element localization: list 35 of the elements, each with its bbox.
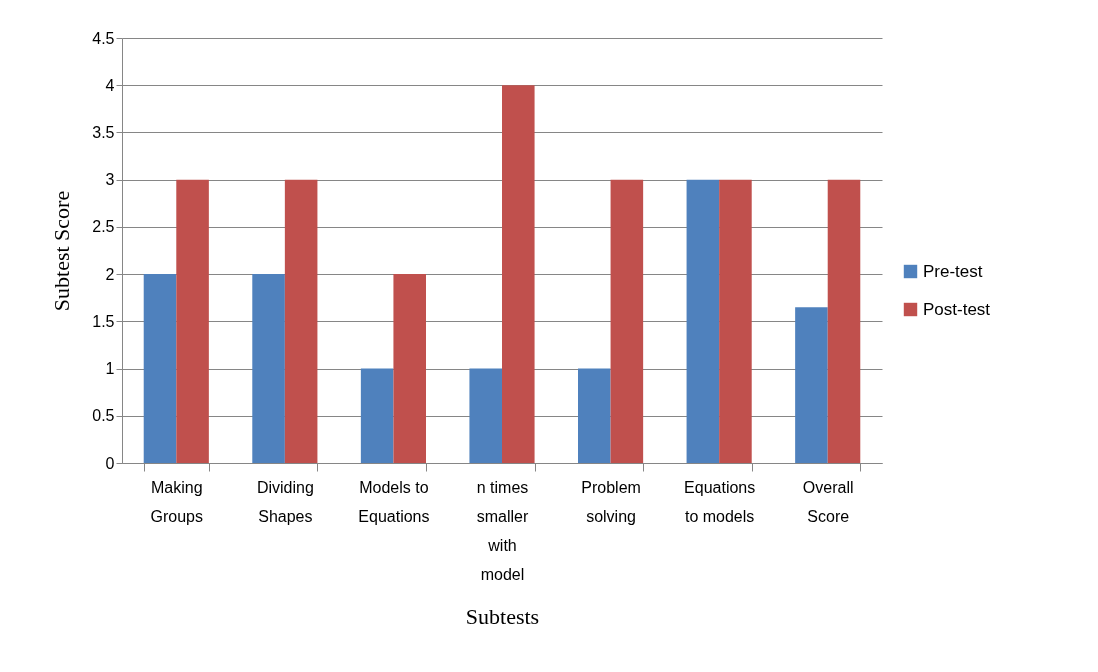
bar: [469, 368, 502, 463]
y-tick-label: 0: [105, 454, 115, 472]
y-tick-label: 3: [105, 171, 115, 189]
legend-label: Post-test: [923, 299, 991, 319]
bar: [284, 179, 318, 463]
x-tick-label: Problem solving: [581, 478, 641, 525]
y-tick-label: 2.5: [92, 218, 115, 236]
y-tick-label: 4: [105, 76, 115, 94]
x-tick-label: Equations to models: [684, 478, 756, 525]
x-tick-label: Making Groups: [150, 478, 204, 525]
bar: [252, 274, 285, 463]
y-axis-title: Subtest Score: [49, 190, 75, 312]
y-tick-label: 3.5: [92, 123, 115, 141]
x-tick-label: Models to Equations: [358, 478, 430, 525]
y-tick-label: 4.5: [92, 29, 115, 47]
bar: [686, 179, 720, 463]
x-tick-label: Overall Score: [802, 478, 854, 525]
x-tick-label: n times smaller with model: [476, 478, 529, 583]
bar: [795, 307, 828, 463]
x-axis-title: Subtests: [465, 603, 540, 629]
bar: [360, 368, 394, 463]
bar: [719, 179, 752, 463]
bar: [393, 274, 426, 463]
bar: [827, 179, 861, 463]
bar: [143, 274, 177, 463]
bar: [502, 85, 535, 463]
bar: [176, 179, 209, 463]
y-tick-label: 1.5: [92, 312, 115, 330]
y-tick-label: 1: [105, 360, 115, 378]
x-tick-label: Dividing Shapes: [256, 478, 314, 525]
legend-label: Pre-test: [923, 261, 983, 281]
y-tick-label: 2: [105, 265, 115, 283]
bar: [578, 368, 611, 463]
y-tick-label: 0.5: [92, 407, 115, 425]
bar: [610, 179, 644, 463]
